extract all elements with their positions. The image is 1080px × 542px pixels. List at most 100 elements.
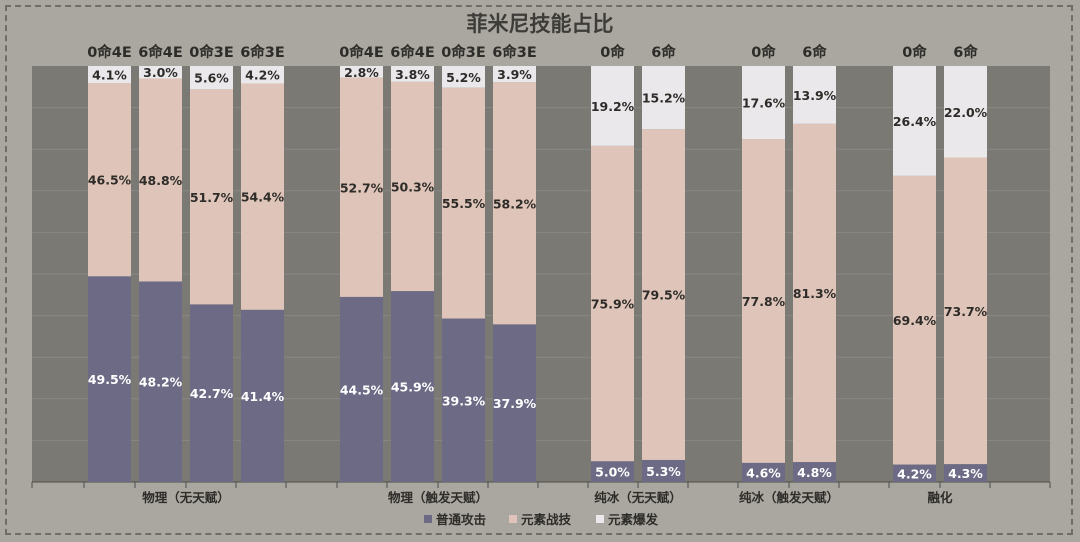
bar-segment-elemental-skill	[793, 123, 836, 463]
bar-segment-elemental-skill	[241, 83, 284, 310]
bar-segment-elemental-skill	[88, 83, 131, 277]
data-label: 5.0%	[595, 465, 630, 480]
bar-segment-elemental-burst	[139, 66, 182, 79]
legend-label: 普通攻击	[436, 512, 486, 527]
data-label: 54.4%	[241, 190, 285, 205]
data-label: 37.9%	[493, 396, 537, 411]
legend-swatch	[509, 515, 517, 523]
legend-swatch	[596, 515, 604, 523]
bar-segment-elemental-burst	[944, 66, 987, 158]
data-label: 4.1%	[92, 68, 127, 83]
bar-segment-elemental-burst	[893, 66, 936, 176]
bar-segment-normal-attack	[340, 296, 383, 482]
data-label: 3.8%	[395, 67, 430, 82]
data-label: 73.7%	[944, 304, 988, 319]
bar-segment-elemental-burst	[340, 66, 383, 78]
group-label: 融化	[927, 490, 953, 505]
bar-label: 0命3E	[189, 43, 234, 61]
bar-segment-elemental-burst	[493, 66, 536, 83]
bar-segment-elemental-burst	[88, 66, 131, 84]
bar-segment-normal-attack	[190, 304, 233, 482]
bar-segment-elemental-burst	[793, 66, 836, 124]
legend-label: 元素战技	[521, 512, 572, 527]
bar-segment-normal-attack	[591, 461, 634, 482]
data-label: 5.3%	[646, 464, 681, 479]
data-label: 52.7%	[340, 180, 384, 195]
bar-label: 0命4E	[87, 43, 132, 61]
group-label: 物理（无天赋）	[142, 490, 230, 505]
data-label: 5.6%	[194, 71, 229, 86]
group-label: 纯冰（触发天赋）	[739, 490, 839, 505]
bar-label: 0命	[751, 43, 776, 61]
bar-segment-normal-attack	[893, 464, 936, 482]
data-label: 22.0%	[944, 105, 988, 120]
data-label: 45.9%	[391, 380, 435, 395]
bar-segment-elemental-skill	[591, 145, 634, 462]
bar-label: 6命	[953, 43, 978, 61]
bar-segment-elemental-skill	[893, 175, 936, 465]
chart-title: 菲米尼技能占比	[466, 12, 614, 36]
bar-label: 6命4E	[390, 43, 435, 61]
group-label: 物理（触发天赋）	[388, 490, 488, 505]
legend-swatch	[424, 515, 432, 523]
bar-segment-normal-attack	[642, 459, 685, 482]
bar-segment-normal-attack	[241, 309, 284, 482]
data-label: 51.7%	[190, 190, 234, 205]
bar-label: 6命	[802, 43, 827, 61]
bar-segment-elemental-skill	[139, 78, 182, 282]
data-label: 4.3%	[948, 466, 983, 481]
data-label: 77.8%	[742, 294, 786, 309]
bar-segment-normal-attack	[742, 462, 785, 482]
data-label: 39.3%	[442, 393, 486, 408]
data-label: 13.9%	[793, 88, 837, 103]
data-label: 4.2%	[245, 68, 280, 83]
data-label: 2.8%	[344, 65, 379, 80]
data-label: 3.9%	[497, 67, 532, 82]
bar-segment-normal-attack	[139, 281, 182, 482]
data-label: 75.9%	[591, 297, 635, 312]
bar-segment-elemental-skill	[190, 89, 233, 305]
bar-segment-elemental-skill	[340, 77, 383, 297]
bar-segment-elemental-burst	[241, 66, 284, 84]
bar-label: 6命3E	[492, 43, 537, 61]
bar-label: 6命4E	[138, 43, 183, 61]
data-label: 19.2%	[591, 99, 635, 114]
bar-label: 6命3E	[240, 43, 285, 61]
data-label: 4.6%	[746, 465, 781, 480]
bar-label: 0命	[600, 43, 625, 61]
bar-segment-elemental-burst	[742, 66, 785, 140]
data-label: 81.3%	[793, 286, 837, 301]
data-label: 58.2%	[493, 196, 537, 211]
bar-segment-elemental-skill	[642, 129, 685, 460]
data-label: 48.2%	[139, 375, 183, 390]
bar-segment-elemental-skill	[493, 82, 536, 325]
data-label: 50.3%	[391, 179, 435, 194]
bar-segment-normal-attack	[493, 324, 536, 482]
data-label: 4.8%	[797, 465, 832, 480]
bar-segment-normal-attack	[944, 464, 987, 482]
bar-label: 0命	[902, 43, 927, 61]
data-label: 41.4%	[241, 389, 285, 404]
bar-label: 0命3E	[441, 43, 486, 61]
bar-segment-elemental-burst	[642, 66, 685, 130]
data-label: 55.5%	[442, 196, 486, 211]
bar-segment-elemental-skill	[742, 139, 785, 463]
bar-label: 0命4E	[339, 43, 384, 61]
data-label: 4.2%	[897, 466, 932, 481]
group-label: 纯冰（无天赋）	[594, 490, 682, 505]
data-label: 79.5%	[642, 288, 686, 303]
bar-segment-elemental-skill	[391, 81, 434, 292]
data-label: 3.0%	[143, 65, 178, 80]
data-label: 5.2%	[446, 70, 481, 85]
data-label: 17.6%	[742, 96, 786, 111]
bar-segment-elemental-burst	[391, 66, 434, 82]
data-label: 26.4%	[893, 114, 937, 129]
bar-segment-normal-attack	[88, 276, 131, 482]
bar-label: 6命	[651, 43, 676, 61]
bar-segment-elemental-burst	[591, 66, 634, 146]
bar-segment-elemental-burst	[190, 66, 233, 90]
bar-segment-elemental-skill	[944, 157, 987, 465]
data-label: 44.5%	[340, 382, 384, 397]
legend-label: 元素爆发	[608, 512, 659, 527]
